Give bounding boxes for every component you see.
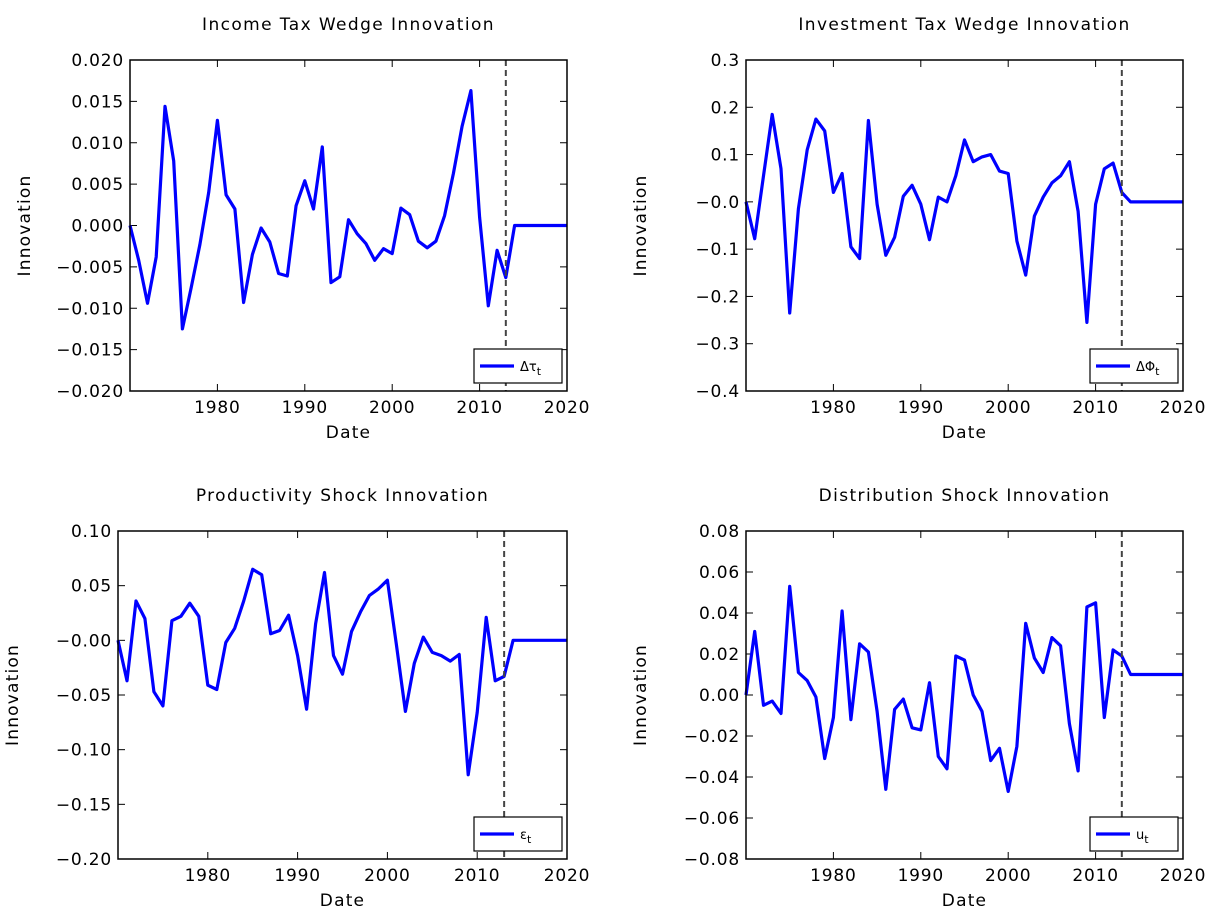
y-tick-label: −0.1 bbox=[696, 240, 740, 260]
y-tick-label: −0.015 bbox=[56, 341, 124, 361]
y-tick-label: −0.2 bbox=[696, 287, 740, 307]
x-tick-label: 2000 bbox=[364, 866, 410, 886]
legend-label: Δτt bbox=[520, 360, 542, 378]
legend-label: ut bbox=[1136, 828, 1149, 846]
x-axis-label: Date bbox=[942, 891, 987, 911]
x-tick-label: 1980 bbox=[810, 866, 856, 886]
y-tick-label: −0.3 bbox=[696, 335, 740, 355]
y-tick-label: 0.02 bbox=[699, 645, 740, 665]
legend-label: ΔΦt bbox=[1136, 360, 1160, 378]
y-tick-label: −0.00 bbox=[56, 631, 112, 651]
y-tick-label: 0.005 bbox=[71, 175, 124, 195]
x-axis-label: Date bbox=[942, 423, 987, 443]
y-tick-label: −0.005 bbox=[56, 258, 124, 278]
series-line bbox=[116, 567, 567, 777]
y-axis-label: Innovation bbox=[631, 174, 651, 276]
series-line bbox=[744, 112, 1183, 324]
y-tick-label: 0.000 bbox=[71, 217, 124, 237]
x-tick-label: 2020 bbox=[544, 398, 590, 418]
chart-title: Productivity Shock Innovation bbox=[196, 486, 489, 506]
y-tick-label: 0.020 bbox=[71, 51, 124, 71]
chart-title: Distribution Shock Innovation bbox=[819, 486, 1111, 506]
chart-panel-1: Income Tax Wedge Innovation −0.020 −0.015 −… bbox=[15, 15, 590, 443]
x-tick-label: 1980 bbox=[185, 866, 231, 886]
x-tick-label: 2000 bbox=[985, 398, 1031, 418]
y-tick-label: −0.10 bbox=[56, 741, 112, 761]
chart-panel-4: Distribution Shock Innovation −0.08 −0.06 −… bbox=[631, 486, 1206, 911]
y-tick-label: 0.05 bbox=[71, 577, 112, 597]
y-tick-label: −0.010 bbox=[56, 299, 124, 319]
chart-panel-2: Investment Tax Wedge Innovation −0.4 −0.3 −… bbox=[631, 15, 1206, 443]
y-tick-label: −0.05 bbox=[56, 686, 112, 706]
y-tick-label: 0.06 bbox=[699, 563, 740, 583]
legend: ut bbox=[1089, 816, 1179, 852]
series-line bbox=[744, 584, 1183, 794]
y-tick-label: 0.010 bbox=[71, 134, 124, 154]
x-tick-label: 1990 bbox=[274, 866, 320, 886]
y-tick-label: 0.3 bbox=[711, 51, 740, 71]
x-tick-label: 2000 bbox=[985, 866, 1031, 886]
y-tick-label: −0.02 bbox=[684, 727, 740, 747]
x-tick-label: 1990 bbox=[282, 398, 328, 418]
x-tick-label: 2010 bbox=[1072, 398, 1118, 418]
legend: Δτt bbox=[473, 348, 563, 384]
y-tick-label: 0.08 bbox=[699, 522, 740, 542]
y-tick-label: 0.2 bbox=[711, 98, 740, 118]
y-tick-label: −0.04 bbox=[684, 768, 740, 788]
x-tick-label: 1980 bbox=[810, 398, 856, 418]
y-tick-label: −0.0 bbox=[696, 193, 740, 213]
y-tick-label: 0.00 bbox=[699, 686, 740, 706]
legend: εt bbox=[473, 816, 563, 852]
x-axis-label: Date bbox=[326, 423, 371, 443]
y-axis-label: Innovation bbox=[3, 644, 23, 746]
plot-frame bbox=[129, 59, 568, 392]
x-axis-label: Date bbox=[320, 891, 365, 911]
legend-label: εt bbox=[520, 828, 532, 846]
plot-frame bbox=[117, 530, 568, 860]
x-tick-label: 2010 bbox=[456, 398, 502, 418]
y-tick-label: 0.04 bbox=[699, 604, 740, 624]
plot-frame bbox=[745, 530, 1184, 860]
chart-title: Income Tax Wedge Innovation bbox=[202, 15, 495, 35]
y-tick-label: −0.20 bbox=[56, 850, 112, 870]
x-tick-label: 2020 bbox=[544, 866, 590, 886]
y-tick-label: −0.4 bbox=[696, 382, 740, 402]
x-tick-label: 1980 bbox=[194, 398, 240, 418]
x-tick-label: 1990 bbox=[898, 866, 944, 886]
x-tick-label: 2010 bbox=[1072, 866, 1118, 886]
y-tick-label: −0.15 bbox=[56, 795, 112, 815]
x-tick-label: 2020 bbox=[1160, 866, 1206, 886]
y-tick-label: −0.06 bbox=[684, 809, 740, 829]
legend: ΔΦt bbox=[1089, 348, 1179, 384]
x-tick-label: 1990 bbox=[898, 398, 944, 418]
y-tick-label: 0.1 bbox=[711, 146, 740, 166]
x-tick-label: 2000 bbox=[369, 398, 415, 418]
chart-title: Investment Tax Wedge Innovation bbox=[798, 15, 1130, 35]
x-tick-label: 2020 bbox=[1160, 398, 1206, 418]
y-axis-label: Innovation bbox=[631, 644, 651, 746]
chart-panel-3: Productivity Shock Innovation −0.20 −0.15 −… bbox=[3, 486, 590, 911]
y-axis-label: Innovation bbox=[15, 174, 35, 276]
y-tick-label: −0.08 bbox=[684, 850, 740, 870]
y-tick-label: 0.10 bbox=[71, 522, 112, 542]
plot-frame bbox=[745, 59, 1184, 392]
y-tick-label: −0.020 bbox=[56, 382, 124, 402]
series-line bbox=[128, 88, 567, 331]
x-tick-label: 2010 bbox=[454, 866, 500, 886]
y-tick-label: 0.015 bbox=[71, 92, 124, 112]
